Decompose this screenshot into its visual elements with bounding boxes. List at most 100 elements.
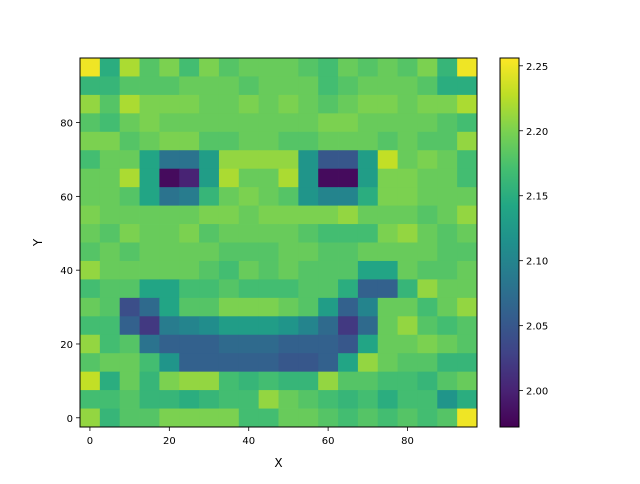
- heatmap-cell: [397, 242, 418, 262]
- heatmap-cell: [99, 260, 121, 280]
- heatmap-cell: [417, 150, 438, 170]
- heatmap-cell: [457, 353, 478, 373]
- heatmap-cell: [278, 334, 299, 354]
- heatmap-cell: [179, 94, 200, 114]
- colorbar-tick-label: 2.10: [526, 257, 548, 268]
- heatmap-cell: [258, 260, 279, 280]
- heatmap-cell: [357, 187, 379, 206]
- heatmap-cell: [377, 390, 398, 409]
- heatmap-cell: [437, 113, 458, 133]
- heatmap-cell: [119, 279, 140, 299]
- heatmap-cell: [417, 205, 438, 225]
- heatmap-cell: [338, 297, 359, 317]
- heatmap-cell: [278, 390, 299, 409]
- heatmap-cell: [99, 242, 121, 262]
- heatmap-cell: [457, 58, 478, 77]
- heatmap-cell: [417, 113, 438, 133]
- heatmap-cell: [298, 260, 319, 280]
- heatmap-cell: [377, 408, 398, 428]
- heatmap-cell: [278, 224, 299, 243]
- heatmap-cell: [258, 279, 279, 299]
- x-tick-label: 20: [163, 436, 176, 447]
- heatmap-cell: [80, 297, 101, 317]
- y-tick-label: 80: [60, 119, 73, 130]
- heatmap-cell: [139, 297, 160, 317]
- heatmap-cell: [199, 297, 220, 317]
- heatmap-cell: [99, 371, 121, 391]
- heatmap-cell: [119, 334, 140, 354]
- heatmap-cell: [397, 297, 418, 317]
- heatmap-cell: [238, 408, 260, 428]
- heatmap-cell: [238, 334, 260, 354]
- heatmap-cell: [99, 408, 121, 428]
- heatmap-cell: [298, 390, 319, 409]
- heatmap-cell: [437, 408, 458, 428]
- heatmap-cell: [238, 279, 260, 299]
- heatmap-cell: [357, 260, 379, 280]
- heatmap-cell: [218, 260, 240, 280]
- heatmap-cell: [298, 131, 319, 151]
- heatmap-cell: [437, 297, 458, 317]
- heatmap-cell: [179, 131, 200, 151]
- heatmap-cell: [437, 242, 458, 262]
- heatmap-cell: [159, 205, 180, 225]
- heatmap-cell: [218, 76, 240, 96]
- heatmap-cell: [238, 353, 260, 373]
- heatmap-cell: [397, 205, 418, 225]
- heatmap-cell: [258, 131, 279, 151]
- heatmap-cell: [357, 131, 379, 151]
- heatmap-cell: [238, 76, 260, 96]
- heatmap-cell: [417, 168, 438, 188]
- y-axis-label: Y: [31, 238, 45, 247]
- heatmap-cell: [437, 334, 458, 354]
- heatmap-cell: [457, 113, 478, 133]
- heatmap-cell: [99, 224, 121, 243]
- heatmap-cell: [338, 168, 359, 188]
- heatmap-cell: [377, 371, 398, 391]
- heatmap-cell: [99, 390, 121, 409]
- x-tick-label: 60: [322, 436, 335, 447]
- heatmap-cell: [258, 168, 279, 188]
- x-tick-label: 40: [242, 436, 255, 447]
- heatmap-cell: [437, 260, 458, 280]
- heatmap-cell: [437, 224, 458, 243]
- y-tick-label: 60: [60, 192, 73, 203]
- heatmap-cell: [258, 205, 279, 225]
- heatmap-cell: [338, 408, 359, 428]
- heatmap-cell: [238, 316, 260, 336]
- heatmap-cell: [139, 279, 160, 299]
- heatmap-cell: [139, 316, 160, 336]
- heatmap-cell: [397, 224, 418, 243]
- heatmap-cell: [377, 334, 398, 354]
- heatmap-cell: [258, 58, 279, 77]
- heatmap-cell: [159, 224, 180, 243]
- heatmap-cell: [318, 242, 339, 262]
- heatmap-cell: [139, 260, 160, 280]
- heatmap-cell: [159, 242, 180, 262]
- heatmap-cell: [80, 371, 101, 391]
- heatmap-cell: [417, 242, 438, 262]
- heatmap-cell: [278, 76, 299, 96]
- colorbar: [499, 57, 520, 428]
- heatmap-cell: [377, 131, 398, 151]
- heatmap-cell: [417, 334, 438, 354]
- heatmap-cell: [258, 353, 279, 373]
- heatmap-cell: [278, 131, 299, 151]
- heatmap-cell: [338, 371, 359, 391]
- heatmap-cell: [318, 131, 339, 151]
- heatmap-cell: [457, 408, 478, 428]
- heatmap-cell: [357, 353, 379, 373]
- heatmap-cell: [119, 76, 140, 96]
- x-tick-label: 80: [401, 436, 414, 447]
- heatmap-cell: [159, 334, 180, 354]
- heatmap-cell: [437, 353, 458, 373]
- heatmap-cell: [218, 224, 240, 243]
- heatmap-cell: [139, 94, 160, 114]
- heatmap-cell: [437, 316, 458, 336]
- heatmap-cell: [338, 260, 359, 280]
- heatmap-cell: [437, 94, 458, 114]
- heatmap-cell: [258, 316, 279, 336]
- heatmap-cell: [357, 242, 379, 262]
- heatmap-cell: [258, 334, 279, 354]
- heatmap-cell: [80, 242, 101, 262]
